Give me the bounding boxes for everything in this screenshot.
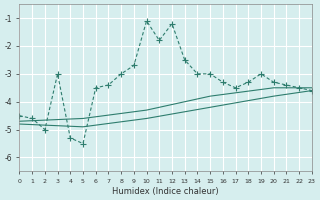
X-axis label: Humidex (Indice chaleur): Humidex (Indice chaleur) (112, 187, 219, 196)
